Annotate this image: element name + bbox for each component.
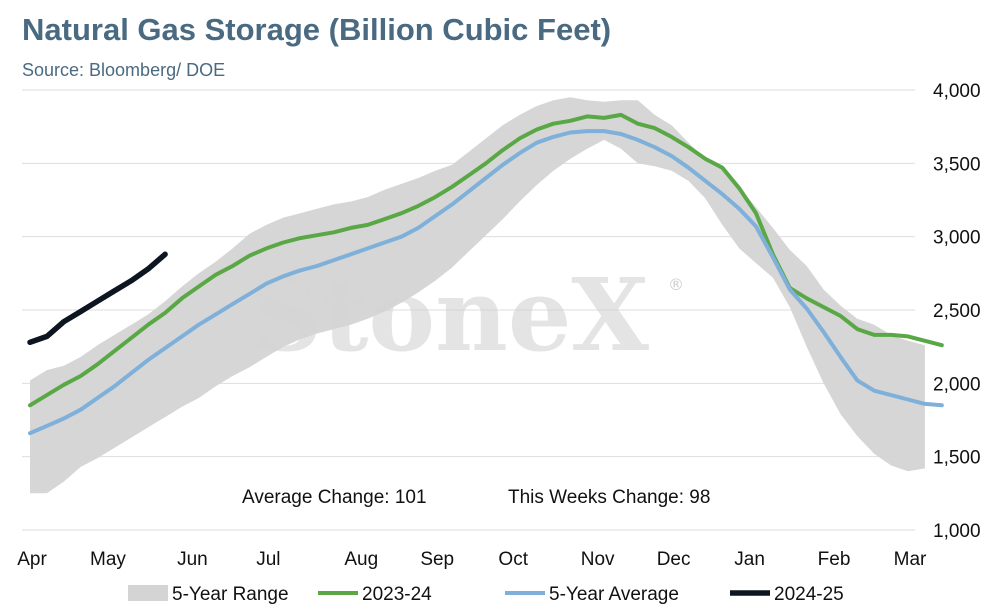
y-tick-label: 3,000 xyxy=(933,228,981,249)
legend-label-5-year-average: 5-Year Average xyxy=(549,584,679,605)
legend-label-2024-25: 2024-25 xyxy=(774,584,844,605)
x-tick-label-oct: Oct xyxy=(498,549,528,570)
series-line-5-year-average xyxy=(28,129,944,436)
x-tick-label-jan: Jan xyxy=(734,549,765,570)
legend: 5-Year Range 2023-24 5-Year Average 2024-25 xyxy=(128,584,844,605)
x-tick-label-mar: Mar xyxy=(894,549,927,570)
x-tick-label-jul: Jul xyxy=(256,549,280,570)
this-weeks-change-annotation: This Weeks Change: 98 xyxy=(508,487,710,508)
x-tick-label-nov: Nov xyxy=(581,549,615,570)
x-tick-label-sep: Sep xyxy=(420,549,454,570)
x-axis: Apr May Jun Jul Aug Sep Oct Nov Dec Jan Feb Mar xyxy=(17,549,927,570)
y-tick-label: 4,000 xyxy=(933,81,981,102)
chart-subtitle: Source: Bloomberg/ DOE xyxy=(22,60,226,80)
range-band xyxy=(30,97,925,494)
chart-title: Natural Gas Storage (Billion Cubic Feet) xyxy=(22,12,612,47)
x-tick-label-dec: Dec xyxy=(657,549,691,570)
y-axis: 1,000 1,500 2,000 2,500 3,000 3,500 4,000 xyxy=(933,81,981,542)
y-tick-label: 2,500 xyxy=(933,301,981,322)
average-change-annotation: Average Change: 101 xyxy=(242,487,427,508)
range-band-area xyxy=(30,97,925,494)
y-tick-label: 1,500 xyxy=(933,448,981,469)
x-tick-label-apr: Apr xyxy=(17,549,47,570)
y-tick-label: 3,500 xyxy=(933,154,981,175)
legend-label-5-year-range: 5-Year Range xyxy=(172,584,289,605)
series-lines xyxy=(27,112,944,436)
x-tick-label-may: May xyxy=(90,549,126,570)
x-tick-label-jun: Jun xyxy=(177,549,208,570)
y-tick-label: 1,000 xyxy=(933,521,981,542)
legend-label-2023-24: 2023-24 xyxy=(362,584,432,605)
annotations: Average Change: 101 This Weeks Change: 9… xyxy=(242,487,710,508)
x-tick-label-feb: Feb xyxy=(818,549,851,570)
legend-swatch-5-year-range xyxy=(128,585,168,601)
x-tick-label-aug: Aug xyxy=(344,549,378,570)
watermark-registered-mark: ® xyxy=(668,275,684,294)
series-line-2024-25 xyxy=(27,251,168,346)
y-tick-label: 2,000 xyxy=(933,374,981,395)
